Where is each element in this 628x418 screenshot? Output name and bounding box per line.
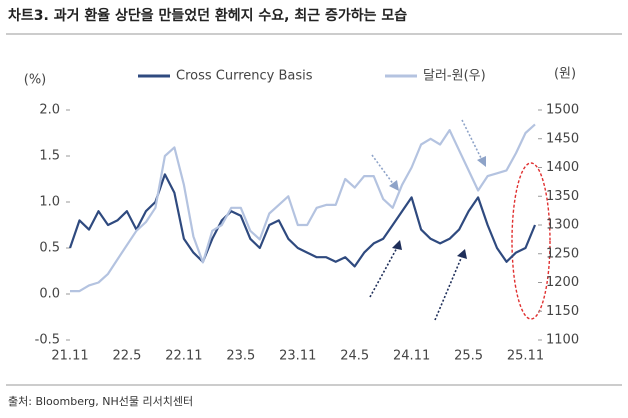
series-line: [70, 123, 536, 293]
arrow-head: [389, 180, 399, 191]
y2-tick-label: 1400: [546, 160, 579, 175]
y2-tick-label: 1250: [546, 246, 579, 261]
legend-label: 달러-원(우): [423, 69, 486, 84]
y-tick-label: 2.0: [39, 103, 60, 118]
annotations: [369, 119, 551, 321]
y2-tick-label: 1450: [546, 131, 579, 146]
y2-tick-label: 1150: [546, 304, 579, 319]
x-tick-label: 22.5: [112, 349, 141, 364]
arrow-head: [457, 249, 467, 259]
series-line: [68, 173, 537, 268]
x-tick-label: 24.5: [340, 349, 369, 364]
x-tick-label: 25.11: [507, 349, 544, 364]
x-tick-label: 23.5: [226, 349, 255, 364]
y-tick-label: 1.0: [39, 195, 60, 210]
highlight-ellipse: [511, 162, 551, 320]
y-tick-label: 0.5: [39, 241, 60, 256]
arrow-head: [392, 240, 402, 250]
x-tick-label: 22.11: [165, 349, 202, 364]
y-tick-label: 1.5: [39, 149, 60, 164]
x-tick-label: 24.11: [393, 349, 430, 364]
arrow: [434, 255, 463, 321]
legend-label: Cross Currency Basis: [176, 69, 313, 84]
source: 출처: Bloomberg, NH선물 리서치센터: [8, 395, 193, 408]
y-tick-label: -0.5: [35, 333, 60, 348]
y2-tick-label: 1200: [546, 275, 579, 290]
chart-title: 차트3. 과거 환율 상단을 만들었던 환헤지 수요, 최근 증가하는 모습: [8, 7, 407, 24]
y2-tick-label: 1300: [546, 218, 579, 233]
y2-tick-label: 1350: [546, 189, 579, 204]
y-tick-label: 0.0: [39, 287, 60, 302]
y2-tick-label: 1500: [546, 103, 579, 118]
y-axis-label: (%): [24, 73, 47, 88]
arrow-head: [477, 156, 486, 167]
arrow: [461, 119, 483, 161]
x-tick-label: 23.11: [279, 349, 316, 364]
y2-tick-label: 1100: [546, 333, 579, 348]
y2-axis-label: (원): [554, 67, 576, 82]
arrow: [369, 245, 399, 298]
x-tick-label: 21.11: [51, 349, 88, 364]
x-tick-label: 25.5: [454, 349, 483, 364]
